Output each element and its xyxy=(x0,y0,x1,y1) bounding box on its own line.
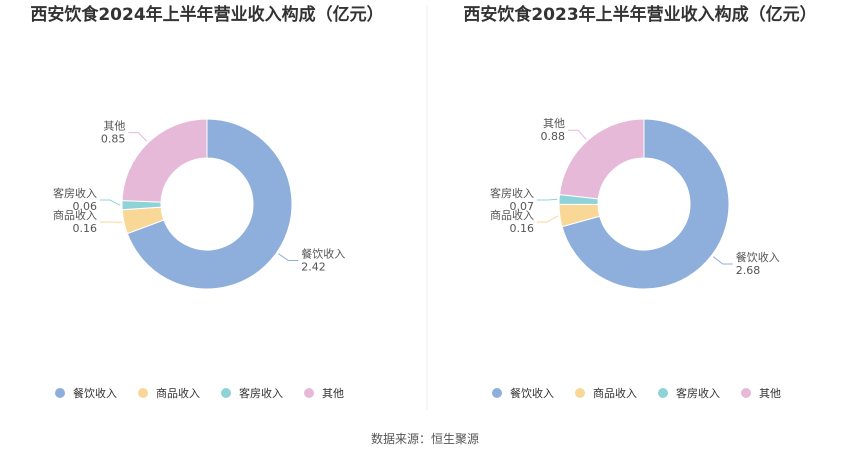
slice-value-rooms: 0.06 xyxy=(73,200,98,213)
legend-item-other[interactable]: 其他 xyxy=(741,387,781,400)
slice-value-dining: 2.42 xyxy=(301,261,326,274)
leader-line-rooms xyxy=(537,198,558,201)
legend-label-goods: 商品收入 xyxy=(593,386,637,400)
slice-value-dining: 2.68 xyxy=(736,264,761,277)
legend-label-other: 其他 xyxy=(322,387,344,400)
slice-other xyxy=(558,118,645,200)
legend-2024: 餐饮收入 商品收入 客房收入 其他 xyxy=(55,386,344,400)
slice-dining xyxy=(126,118,293,290)
legend-marker-rooms xyxy=(658,388,668,398)
leader-line-other xyxy=(128,132,148,142)
legend-item-dining[interactable]: 餐饮收入 xyxy=(492,386,554,400)
data-source: 数据来源：恒生聚源 xyxy=(371,431,479,446)
donut-chart-2023: 西安饮食2023年上半年营业收入构成（亿元） 餐饮收入2.68商品收入0.16客… xyxy=(463,4,816,400)
slice-label-dining: 餐饮收入 xyxy=(301,247,345,261)
chart-title-2024: 西安饮食2024年上半年营业收入构成（亿元） xyxy=(30,4,383,25)
donut-chart-2024: 西安饮食2024年上半年营业收入构成（亿元） 餐饮收入2.42商品收入0.16客… xyxy=(30,4,383,400)
slice-label-dining: 餐饮收入 xyxy=(736,250,780,264)
slice-value-goods: 0.16 xyxy=(73,222,98,235)
legend-label-rooms: 客房收入 xyxy=(239,386,283,400)
slice-value-rooms: 0.07 xyxy=(510,200,535,213)
slice-label-rooms: 客房收入 xyxy=(53,186,97,200)
legend-item-rooms[interactable]: 客房收入 xyxy=(221,386,283,400)
slices-2023 xyxy=(558,118,730,290)
legend-2023: 餐饮收入 商品收入 客房收入 其他 xyxy=(492,386,781,400)
legend-item-goods[interactable]: 商品收入 xyxy=(138,386,200,400)
legend-label-dining: 餐饮收入 xyxy=(73,386,117,400)
legend-label-rooms: 客房收入 xyxy=(676,386,720,400)
legend-marker-dining xyxy=(492,388,502,398)
legend-item-goods[interactable]: 商品收入 xyxy=(575,386,637,400)
legend-label-goods: 商品收入 xyxy=(156,386,200,400)
slice-other xyxy=(121,118,208,203)
leader-line-other xyxy=(568,129,587,140)
legend-marker-other xyxy=(304,388,314,398)
legend-marker-goods xyxy=(575,388,585,398)
slice-label-other: 其他 xyxy=(103,120,125,133)
leader-line-dining xyxy=(712,256,733,265)
legend-marker-other xyxy=(741,388,751,398)
slice-value-goods: 0.16 xyxy=(510,222,535,235)
legend-item-dining[interactable]: 餐饮收入 xyxy=(55,386,117,400)
legend-item-rooms[interactable]: 客房收入 xyxy=(658,386,720,400)
slice-value-other: 0.85 xyxy=(101,133,126,146)
legend-marker-rooms xyxy=(221,388,231,398)
legend-label-dining: 餐饮收入 xyxy=(510,386,554,400)
leader-line-goods xyxy=(537,215,559,223)
slices-2024 xyxy=(121,118,293,290)
legend-item-other[interactable]: 其他 xyxy=(304,387,344,400)
slice-dining xyxy=(561,118,730,290)
chart-title-2023: 西安饮食2023年上半年营业收入构成（亿元） xyxy=(463,4,816,25)
slice-value-other: 0.88 xyxy=(541,130,566,143)
slice-label-rooms: 客房收入 xyxy=(490,186,534,200)
slice-label-goods: 商品收入 xyxy=(53,208,97,222)
legend-marker-dining xyxy=(55,388,65,398)
slice-label-goods: 商品收入 xyxy=(490,208,534,222)
legend-label-other: 其他 xyxy=(759,387,781,400)
slice-label-other: 其他 xyxy=(543,117,565,130)
legend-marker-goods xyxy=(138,388,148,398)
leader-line-dining xyxy=(278,253,299,262)
leader-line-rooms xyxy=(100,199,121,206)
